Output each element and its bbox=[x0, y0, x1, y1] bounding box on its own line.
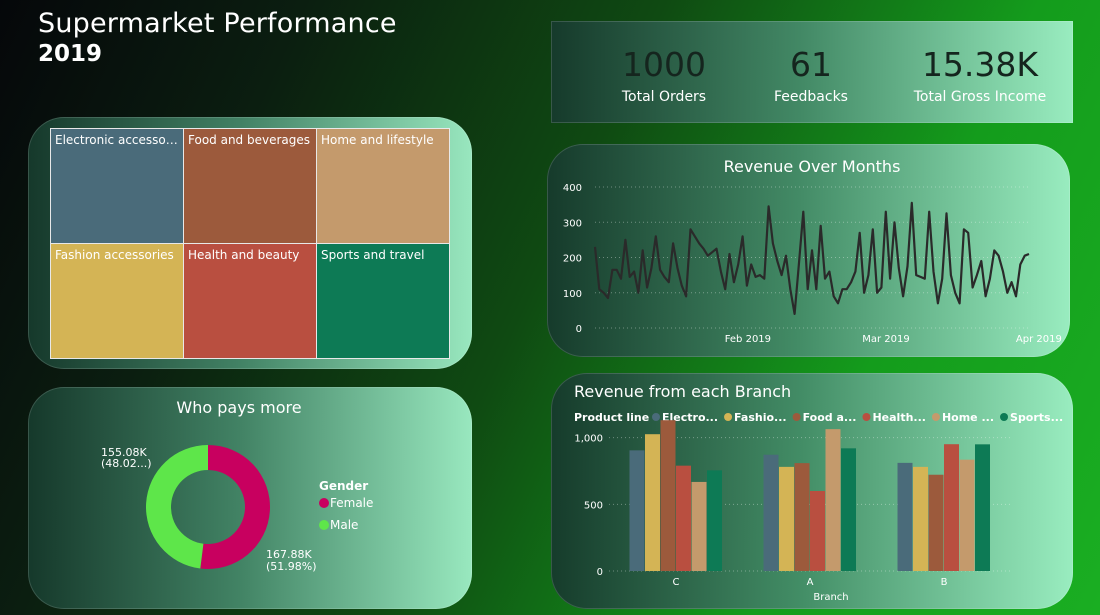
donut-legend-title: Gender bbox=[319, 479, 368, 493]
bar-C-0[interactable] bbox=[629, 450, 645, 571]
bar-y-tick-label: 500 bbox=[584, 500, 603, 511]
donut-label-female-pct: (51.98%) bbox=[266, 560, 317, 573]
bar-chart-title: Revenue from each Branch bbox=[574, 382, 792, 401]
legend-label-female[interactable]: Female bbox=[330, 496, 373, 510]
legend-label-male[interactable]: Male bbox=[330, 518, 358, 532]
donut-chart: 167.88K (51.98%) 155.08K (48.02...) Gend… bbox=[101, 445, 373, 573]
bar-C-2[interactable] bbox=[660, 420, 676, 571]
dashboard-title-block: Supermarket Performance 2019 bbox=[38, 8, 397, 67]
kpi-value: 61 bbox=[790, 45, 832, 84]
kpi-value: 1000 bbox=[622, 45, 706, 84]
bar-B-5[interactable] bbox=[975, 444, 990, 571]
bar-C-1[interactable] bbox=[645, 434, 660, 571]
kpi-feedbacks: 61 Feedbacks bbox=[761, 45, 861, 106]
legend-marker-male bbox=[319, 520, 329, 530]
bar-A-4[interactable] bbox=[825, 429, 841, 571]
bar-legend-marker bbox=[652, 413, 660, 421]
bar-legend-title: Product line bbox=[574, 411, 649, 424]
bar-legend-marker bbox=[862, 413, 871, 421]
bar-legend-label[interactable]: Home ... bbox=[942, 411, 994, 424]
line-y-tick-label: 100 bbox=[563, 289, 582, 300]
bar-x-axis-label: Branch bbox=[813, 592, 848, 603]
bar-y-tick-label: 0 bbox=[597, 567, 603, 578]
bar-B-4[interactable] bbox=[959, 459, 975, 571]
treemap-cell-label: Home and lifestyle bbox=[321, 133, 434, 147]
bar-legend-label[interactable]: Health... bbox=[872, 411, 926, 424]
revenue-over-months-panel: Revenue Over Months 0 100 200 300 400 Feb 20… bbox=[547, 144, 1070, 357]
treemap-cell-food-and-beverages[interactable]: Food and beverages bbox=[183, 128, 317, 244]
line-chart: 0 100 200 300 400 Feb 2019 Mar 2019 Apr 2019 bbox=[563, 183, 1062, 345]
bar-x-tick-label: A bbox=[807, 577, 814, 588]
kpi-label: Total Gross Income bbox=[913, 89, 1047, 105]
treemap-panel: Electronic accessori... Food and beverag… bbox=[28, 117, 472, 369]
bar-C-5[interactable] bbox=[707, 470, 722, 571]
treemap-cell-sports-and-travel[interactable]: Sports and travel bbox=[316, 243, 450, 359]
bar-legend-label[interactable]: Sports... bbox=[1010, 411, 1063, 424]
treemap-cell-fashion-accessories[interactable]: Fashion accessories bbox=[50, 243, 184, 359]
bar-B-2[interactable] bbox=[928, 474, 944, 571]
kpi-value: 15.38K bbox=[921, 45, 1039, 84]
line-y-tick-label: 300 bbox=[563, 218, 582, 229]
bar-legend-label[interactable]: Electro... bbox=[662, 411, 718, 424]
donut-panel: Who pays more 167.88K (51.98%) 155.08K (… bbox=[28, 387, 472, 609]
donut-slice-female[interactable] bbox=[200, 445, 270, 569]
line-x-tick-label: Apr 2019 bbox=[1016, 334, 1062, 345]
bar-C-4[interactable] bbox=[691, 481, 707, 571]
treemap-cell-label: Fashion accessories bbox=[55, 248, 174, 262]
bar-B-3[interactable] bbox=[944, 444, 959, 571]
donut-slice-male[interactable] bbox=[146, 445, 208, 569]
bar-B-0[interactable] bbox=[897, 462, 913, 571]
donut-label-male-pct: (48.02...) bbox=[101, 457, 152, 470]
line-chart-title: Revenue Over Months bbox=[723, 157, 901, 176]
bar-legend-marker bbox=[792, 413, 801, 421]
donut-label-female-value: 167.88K bbox=[266, 548, 312, 561]
revenue-by-branch-panel: Revenue from each Branch Product line El… bbox=[551, 373, 1073, 609]
bar-x-tick-label: C bbox=[673, 577, 680, 588]
kpi-total-orders: 1000 Total Orders bbox=[601, 45, 727, 106]
bar-A-5[interactable] bbox=[841, 448, 856, 571]
line-x-tick-label: Feb 2019 bbox=[725, 334, 771, 345]
treemap-cell-label: Electronic accessori... bbox=[55, 133, 181, 147]
bar-A-1[interactable] bbox=[779, 466, 794, 571]
bar-legend-marker bbox=[724, 413, 733, 421]
bar-A-2[interactable] bbox=[794, 463, 810, 571]
treemap-cell-health-and-beauty[interactable]: Health and beauty bbox=[183, 243, 317, 359]
treemap-cell-label: Health and beauty bbox=[188, 248, 300, 262]
bar-chart: Product line Electro... Fashio... Food a..… bbox=[574, 411, 1063, 603]
kpi-label: Feedbacks bbox=[774, 89, 848, 105]
bar-A-0[interactable] bbox=[763, 454, 779, 571]
bar-legend-marker bbox=[1000, 413, 1009, 421]
bar-legend-marker bbox=[931, 413, 940, 421]
line-y-tick-label: 0 bbox=[576, 324, 582, 335]
dashboard-title: Supermarket Performance bbox=[38, 8, 397, 39]
bar-C-3[interactable] bbox=[676, 465, 691, 571]
bar-legend-label[interactable]: Food a... bbox=[803, 411, 857, 424]
line-x-tick-label: Mar 2019 bbox=[862, 334, 910, 345]
donut-label-male-value: 155.08K bbox=[101, 446, 147, 459]
legend-marker-female bbox=[319, 498, 329, 508]
bar-x-tick-label: B bbox=[941, 577, 948, 588]
bar-legend-label[interactable]: Fashio... bbox=[734, 411, 787, 424]
bar-A-3[interactable] bbox=[810, 491, 825, 571]
kpi-label: Total Orders bbox=[621, 89, 707, 105]
treemap-cell-home-and-lifestyle[interactable]: Home and lifestyle bbox=[316, 128, 450, 244]
kpi-total-gross-income: 15.38K Total Gross Income bbox=[903, 45, 1057, 106]
donut-title: Who pays more bbox=[176, 398, 302, 417]
treemap-cell-electronic-accessories[interactable]: Electronic accessori... bbox=[50, 128, 184, 244]
line-y-tick-label: 400 bbox=[563, 183, 582, 194]
line-series-revenue[interactable] bbox=[593, 201, 1030, 315]
kpi-panel: 1000 Total Orders 61 Feedbacks 15.38K To… bbox=[551, 21, 1073, 123]
line-y-tick-label: 200 bbox=[563, 254, 582, 265]
treemap-cell-label: Food and beverages bbox=[188, 133, 311, 147]
treemap-cell-label: Sports and travel bbox=[321, 248, 425, 262]
dashboard-year: 2019 bbox=[38, 41, 103, 67]
bar-y-tick-label: 1,000 bbox=[574, 434, 603, 445]
bar-B-1[interactable] bbox=[913, 466, 928, 571]
